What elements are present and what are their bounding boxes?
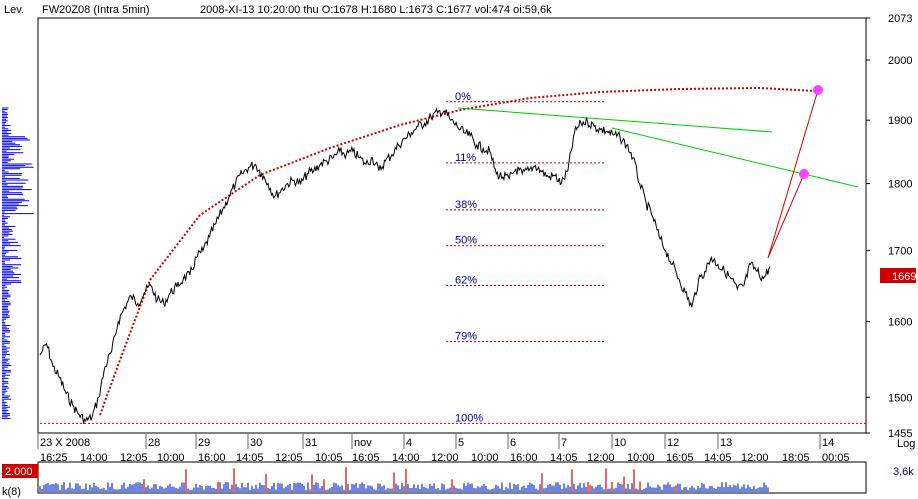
time-label: 14:05 [236,452,264,464]
fib-level-label: 38% [455,199,477,211]
current-price-tag: 1669 [892,271,916,283]
time-label: 10:05 [315,452,343,464]
fib-level-label: 100% [455,412,483,424]
day-label: 4 [406,437,412,449]
day-label: 28 [148,437,160,449]
fib-level-label: 11% [455,152,476,164]
symbol-title: FW20Z08 (Intra 5min) [42,4,150,16]
volume-scale-label: 2.000 [5,466,33,478]
volume-bars [39,467,769,492]
time-label: 10:00 [627,452,655,464]
lev-label: Lev. [4,4,24,16]
fibonacci-levels: 0% 11% 38% 50% 62% 79% 100% [40,91,866,424]
time-label: 16:00 [510,452,538,464]
projection-line-high [767,89,819,259]
time-label: 10:00 [157,452,185,464]
time-label: 12:00 [587,452,615,464]
current-price-tag-bg [880,268,916,283]
day-label: 30 [250,437,262,449]
volume-profile [2,107,34,419]
price-tick-label: 1900 [888,115,912,127]
trendlines [457,107,859,188]
arc-curve [99,86,816,416]
main-plot-frame [37,17,867,434]
price-tick-label: 1600 [888,317,912,329]
time-label: 14:05 [550,452,578,464]
time-label: 16:05 [666,452,694,464]
log-scale-label: Log [897,438,915,450]
day-label: 7 [561,437,567,449]
time-label: 14:00 [392,452,420,464]
day-label: nov [354,437,372,449]
price-tick-label: 1800 [888,179,912,191]
day-label: 31 [305,437,317,449]
trendline-lower [611,127,859,188]
target-projection [767,85,823,259]
fib-level-label: 50% [455,235,477,247]
price-tick-label: 2073 [888,13,912,25]
arc-projection [99,86,816,416]
time-label: 00:05 [822,452,850,464]
volume-scale-box [2,464,38,478]
time-label: 10:00 [471,452,499,464]
time-label: 18:05 [782,452,810,464]
time-label: 12:00 [431,452,459,464]
day-label: 14 [822,437,834,449]
day-label: 29 [198,437,210,449]
day-label: 6 [510,437,516,449]
quote-readout: 2008-XI-13 10:20:00 thu O:1678 H:1680 L:… [200,4,552,16]
time-axis: 23 X 2008 28 29 30 31 nov 4 5 6 7 10 12 13 14 16:25 14:… [37,434,850,464]
trendline-upper [457,107,773,133]
price-tick-label: 1700 [888,246,912,258]
time-label: 14:05 [704,452,732,464]
time-label: 12:00 [741,452,769,464]
day-label: 5 [458,437,464,449]
price-tick-label: 1455 [888,428,912,440]
day-label: 23 X 2008 [40,437,90,449]
day-label: 12 [667,437,679,449]
time-label: 16:25 [40,452,68,464]
projection-line-low [767,173,805,259]
price-line [39,107,771,424]
target-marker-high [813,85,823,95]
fib-level-label: 0% [455,91,471,103]
price-tick-label: 1500 [888,392,912,404]
price-axis: 2073 2000 1900 1800 1700 1600 1500 1455 [866,13,912,440]
time-label: 14:00 [80,452,108,464]
price-tick-label: 2000 [888,55,912,67]
day-label: 13 [720,437,732,449]
price-series [39,107,771,424]
volume-side-label: 3,6k [893,466,914,478]
time-label: 12:05 [120,452,148,464]
target-marker-low [799,169,809,179]
day-label: 10 [614,437,626,449]
volume-bottom-label: k(8) [2,486,21,498]
time-label: 16:05 [352,452,380,464]
fib-level-label: 62% [455,275,477,287]
time-label: 16:00 [198,452,226,464]
time-label: 12:05 [275,452,303,464]
fib-level-label: 79% [455,331,477,343]
